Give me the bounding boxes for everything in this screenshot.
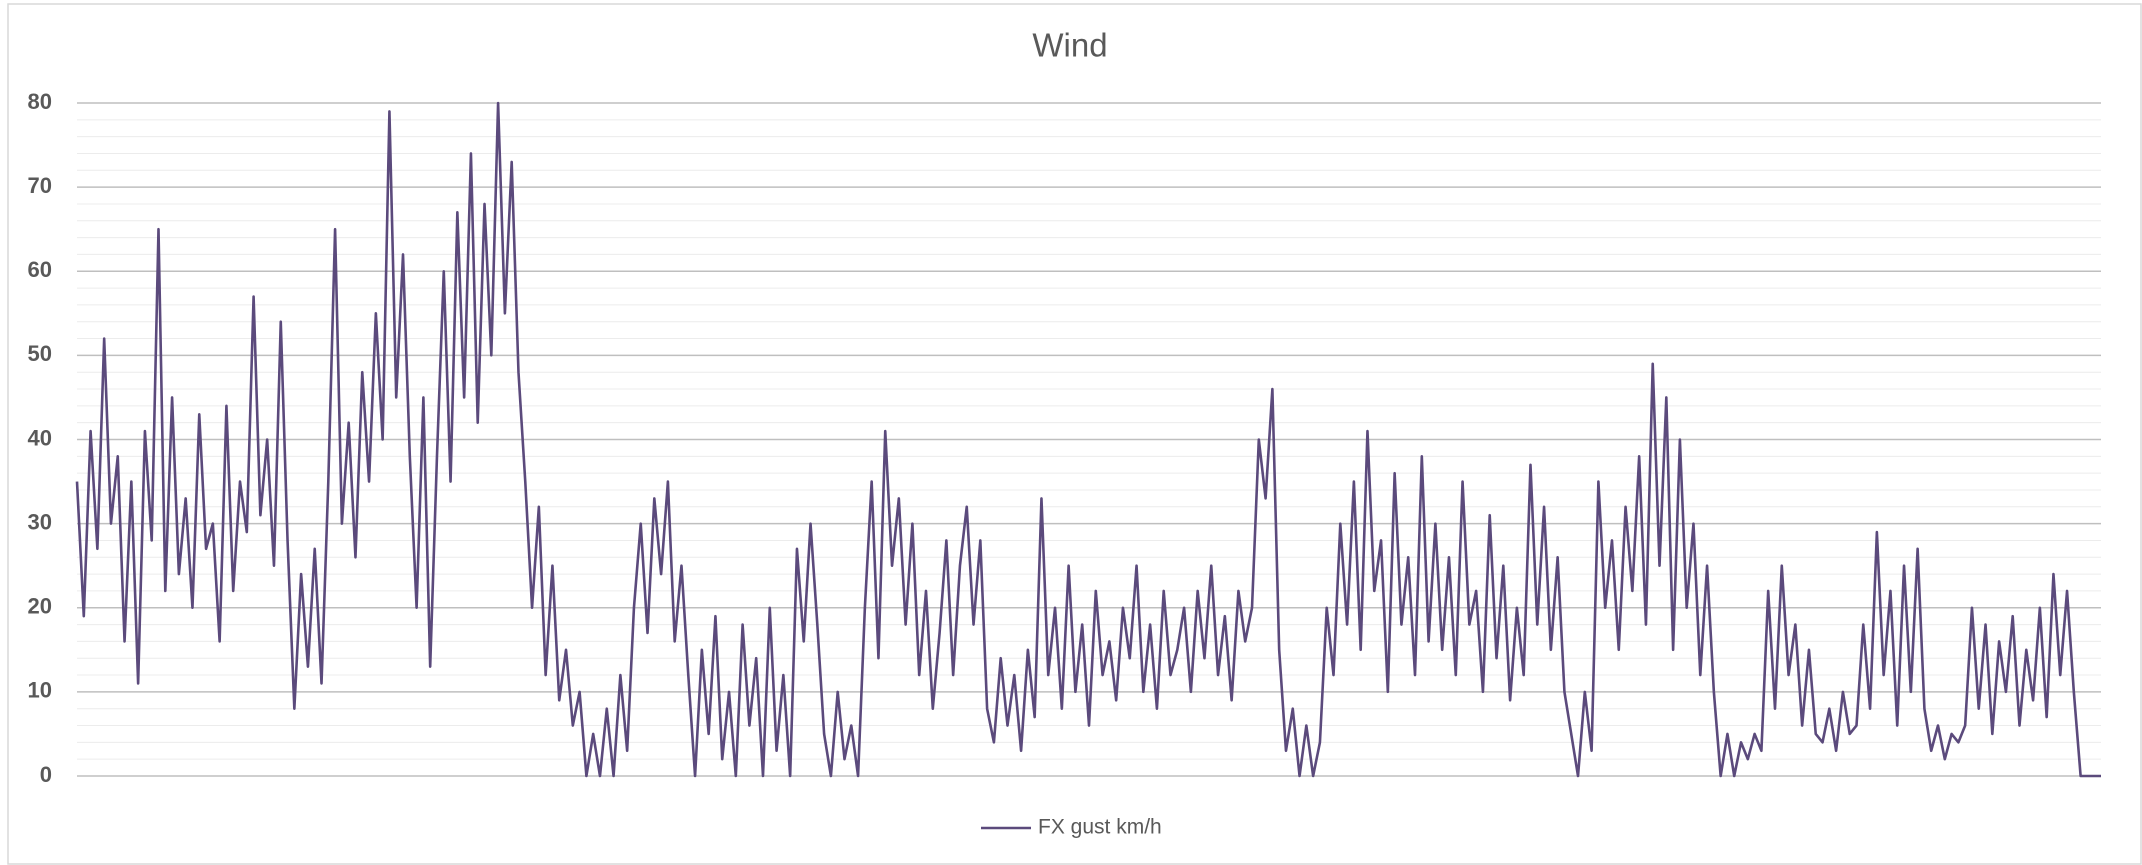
y-tick-label: 50 (28, 341, 52, 366)
y-tick-label: 60 (28, 257, 52, 282)
plot (75, 101, 2101, 778)
y-tick-label: 0 (40, 762, 52, 787)
y-tick-label: 80 (28, 89, 52, 114)
y-tick-label: 20 (28, 594, 52, 619)
chart-title: Wind (1032, 27, 1107, 64)
legend: FX gust km/h (981, 816, 1162, 839)
y-tick-label: 70 (28, 173, 52, 198)
y-tick-label: 40 (28, 425, 52, 450)
series-line (75, 101, 2101, 778)
y-tick-label: 10 (28, 678, 52, 703)
y-tick-label: 30 (28, 509, 52, 534)
legend-label: FX gust km/h (1038, 816, 1162, 839)
chart-frame (7, 3, 2142, 865)
